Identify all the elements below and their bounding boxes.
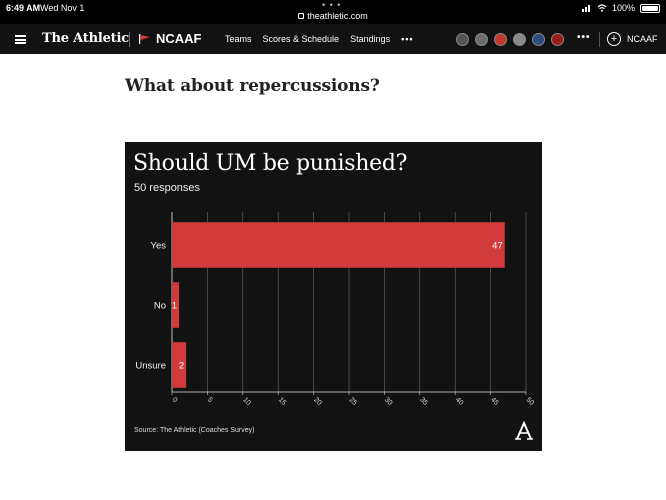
- x-tick-label: 20: [312, 396, 323, 407]
- add-follow-label[interactable]: NCAAF: [627, 34, 658, 44]
- team-more-icon[interactable]: •••: [577, 32, 591, 43]
- x-tick-label: 15: [277, 396, 288, 407]
- nav-divider: [599, 32, 600, 47]
- pennant-icon: [139, 34, 150, 44]
- add-follow-icon[interactable]: +: [607, 32, 621, 46]
- category-label: Yes: [151, 241, 167, 252]
- team-icon[interactable]: [494, 33, 507, 46]
- menu-icon[interactable]: [15, 35, 26, 44]
- status-time: 6:49 AM: [6, 3, 41, 13]
- site-logo[interactable]: The Athletic: [42, 31, 129, 46]
- bar-value-label: 47: [492, 241, 503, 252]
- x-tick-label: 5: [206, 396, 214, 404]
- team-icon[interactable]: [513, 33, 526, 46]
- team-icons: [456, 33, 564, 46]
- category-label: No: [154, 301, 166, 312]
- x-tick-label: 10: [241, 396, 252, 407]
- team-icon[interactable]: [551, 33, 564, 46]
- nav-link-scores[interactable]: Scores & Schedule: [262, 34, 340, 44]
- wifi-icon: [597, 4, 607, 12]
- x-tick-label: 50: [525, 396, 536, 407]
- nav-more-icon[interactable]: •••: [401, 34, 414, 44]
- site-navbar: The Athletic NCAAF Teams Scores & Schedu…: [0, 24, 666, 54]
- athletic-logo-icon: [515, 421, 533, 440]
- multitask-dots-icon[interactable]: • • •: [322, 0, 342, 10]
- bar-yes: [172, 222, 505, 268]
- team-icon[interactable]: [475, 33, 488, 46]
- section-heading: What about repercussions?: [125, 76, 380, 96]
- poll-card: Should UM be punished? 50 responses 0 5 10…: [125, 142, 542, 451]
- x-tick-label: 0: [171, 396, 179, 404]
- x-tick-label: 45: [489, 396, 500, 407]
- poll-bar-chart: 0 5 10 15 20 25 30 35 40 45 50 Yes 47 No 1 Unsure 2: [135, 212, 536, 407]
- battery-icon: [640, 3, 660, 13]
- chart-source: Source: The Athletic (Coaches Survey): [134, 427, 255, 434]
- poll-subtitle: 50 responses: [134, 182, 201, 194]
- category-label: Unsure: [135, 361, 166, 372]
- signal-icon: [581, 5, 590, 12]
- team-icon[interactable]: [456, 33, 469, 46]
- nav-links: Teams Scores & Schedule Standings •••: [225, 34, 425, 44]
- url-text: theathletic.com: [307, 11, 368, 21]
- league-title[interactable]: NCAAF: [156, 31, 202, 46]
- poll-title: Should UM be punished?: [133, 151, 408, 176]
- x-tick-label: 25: [348, 396, 359, 407]
- status-date: Wed Nov 1: [40, 3, 85, 13]
- x-tick-label: 30: [383, 396, 394, 407]
- team-icon[interactable]: [532, 33, 545, 46]
- bar-unsure: [172, 342, 187, 388]
- address-bar[interactable]: theathletic.com: [0, 11, 666, 21]
- status-right: 100%: [581, 3, 660, 13]
- bar-no: [172, 282, 180, 328]
- battery-percent: 100%: [611, 3, 635, 13]
- nav-divider: [129, 32, 130, 47]
- bar-value-label: 2: [179, 361, 184, 372]
- nav-link-teams[interactable]: Teams: [225, 34, 252, 44]
- x-tick-label: 35: [418, 396, 429, 407]
- lock-icon: [298, 13, 305, 19]
- bar-value-label: 1: [172, 301, 177, 312]
- nav-link-standings[interactable]: Standings: [350, 34, 391, 44]
- ios-status-bar: 6:49 AM Wed Nov 1 • • • theathletic.com …: [0, 0, 666, 24]
- x-tick-label: 40: [454, 396, 465, 407]
